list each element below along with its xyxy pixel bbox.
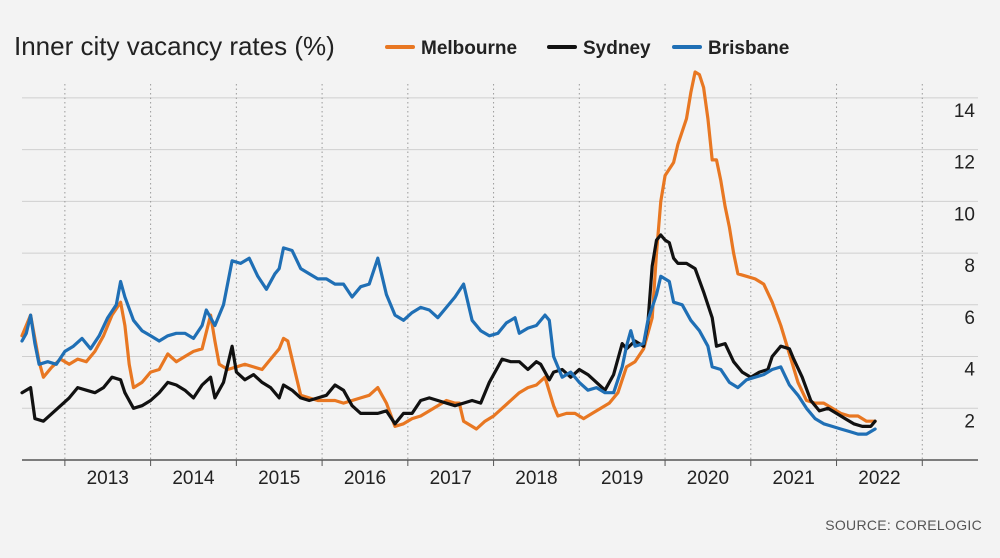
x-axis-labels: 2013 2014 2015 2016 2017 2018 2019 2020 2021 2022: [87, 468, 901, 489]
x-tick-label: 2016: [344, 468, 386, 489]
chart-grid: [22, 84, 978, 466]
y-tick-label: 8: [964, 256, 975, 277]
legend-item-melbourne: Melbourne: [385, 38, 517, 59]
chart-series: [20, 70, 877, 436]
y-tick-label: 10: [954, 204, 975, 225]
y-tick-label: 2: [964, 411, 975, 432]
x-tick-label: 2013: [87, 468, 129, 489]
x-tick-label: 2015: [258, 468, 300, 489]
series-line-sydney: [20, 233, 877, 428]
x-tick-label: 2022: [858, 468, 900, 489]
chart-title: Inner city vacancy rates (%): [14, 31, 335, 61]
y-tick-label: 6: [964, 308, 975, 329]
y-axis-labels: 2 4 6 8 10 12 14: [954, 101, 976, 432]
x-tick-label: 2018: [515, 468, 557, 489]
source-note: SOURCE: CORELOGIC: [825, 517, 982, 533]
x-tick-label: 2014: [172, 468, 215, 489]
legend-label: Melbourne: [421, 38, 517, 59]
x-tick-label: 2017: [430, 468, 472, 489]
legend-item-brisbane: Brisbane: [672, 38, 789, 59]
series-line-melbourne: [20, 70, 877, 431]
legend-label: Brisbane: [708, 38, 789, 59]
legend-item-sydney: Sydney: [547, 38, 651, 59]
series-line-brisbane: [20, 246, 877, 436]
x-tick-label: 2021: [773, 468, 815, 489]
y-tick-label: 4: [964, 360, 975, 381]
x-tick-label: 2019: [601, 468, 643, 489]
x-tick-label: 2020: [687, 468, 729, 489]
y-tick-label: 14: [954, 101, 976, 122]
legend-label: Sydney: [583, 38, 651, 59]
chart-legend: Melbourne Sydney Brisbane: [385, 38, 789, 59]
y-tick-label: 12: [954, 153, 975, 174]
